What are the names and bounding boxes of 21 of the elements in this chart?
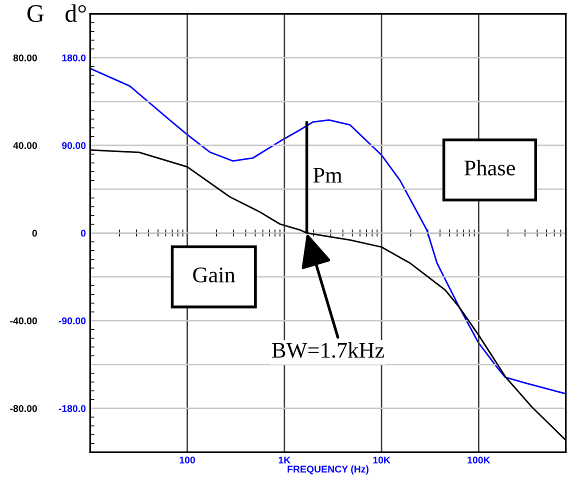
y2-tick-label: 90.00 — [62, 142, 86, 149]
annotation: Gain — [193, 267, 236, 282]
annotation: Phase — [464, 160, 515, 176]
y2-axis-title: d° — [66, 4, 86, 22]
x-tick-label: 100K — [468, 456, 490, 464]
y-tick-label: -40.00 — [10, 317, 37, 324]
y-tick-label: 0 — [32, 230, 37, 237]
annotation: Pm — [313, 168, 342, 182]
y2-tick-label: 0 — [80, 230, 86, 237]
y2-tick-label: -180.0 — [58, 405, 86, 412]
y2-tick-label: -90.00 — [58, 317, 86, 324]
y-tick-label: -80.00 — [10, 405, 37, 412]
y-axis-title: G — [27, 5, 44, 22]
y-tick-label: 40.00 — [13, 142, 37, 149]
y-tick-label: 80.00 — [13, 54, 37, 62]
x-tick-label: 1K — [278, 456, 291, 464]
y2-tick-label: 180.0 — [62, 54, 86, 62]
x-axis-title: FREQUENCY (Hz) — [288, 465, 368, 474]
annotation: BW=1.7kHz — [272, 342, 384, 358]
x-tick-label: 100 — [180, 456, 195, 464]
x-tick-label: 10K — [373, 456, 390, 464]
